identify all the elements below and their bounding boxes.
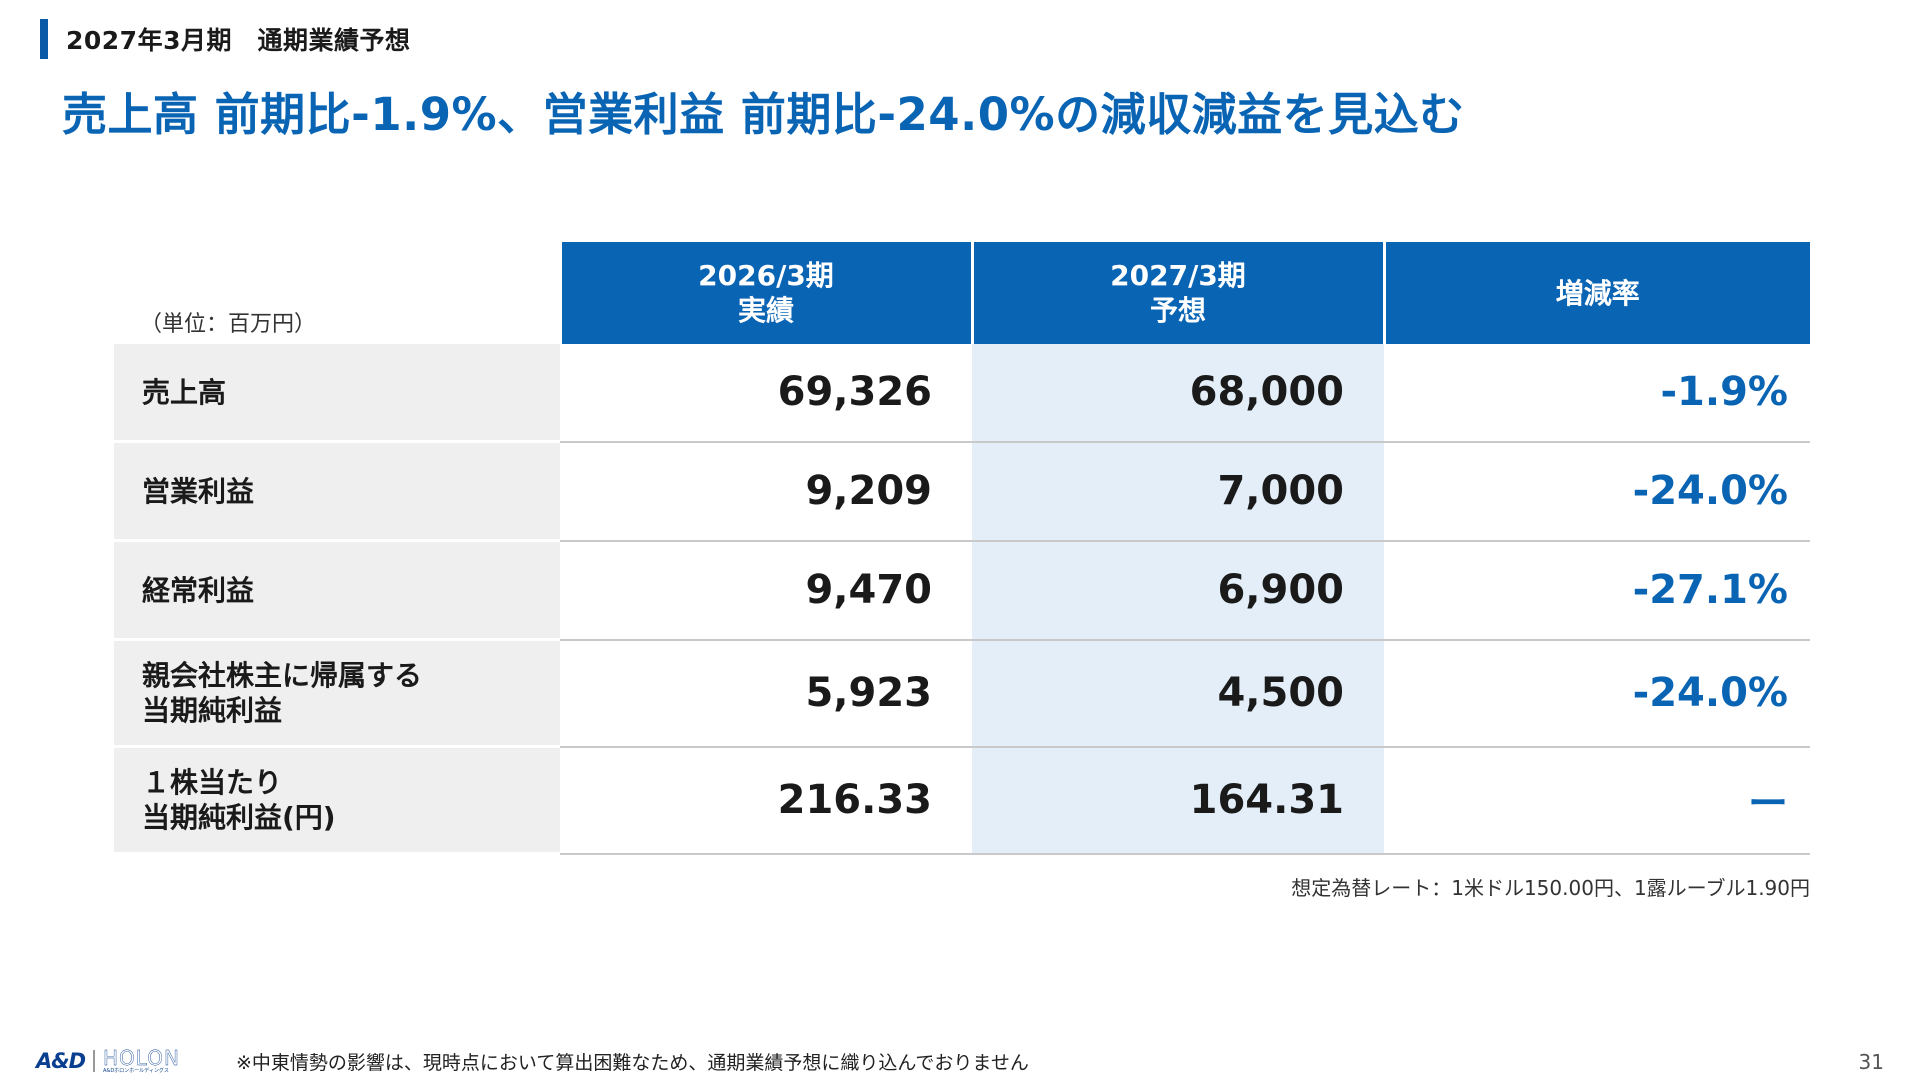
col-header-actual: 2026/3期 実績 — [558, 242, 972, 344]
actual-value: 5,923 — [560, 639, 972, 748]
table-row: 売上高 69,326 68,000 -1.9% — [114, 344, 1810, 443]
col-header-line1: 増減率 — [1555, 276, 1640, 310]
header-blank — [114, 242, 560, 344]
table-row: 親会社株主に帰属する 当期純利益 5,923 4,500 -24.0% — [114, 639, 1810, 748]
company-logo: A&D HOLON A&Dホロンホールディングス — [36, 1048, 180, 1074]
actual-value: 216.33 — [560, 746, 972, 855]
logo-subtext: A&Dホロンホールディングス — [103, 1068, 169, 1074]
change-rate: ー — [1384, 746, 1810, 855]
forecast-value: 7,000 — [972, 441, 1384, 542]
row-label-line2: 当期純利益 — [142, 694, 283, 727]
section-title: 2027年3月期 通期業績予想 — [66, 26, 411, 55]
change-rate: -24.0% — [1384, 639, 1810, 748]
section-header: 2027年3月期 通期業績予想 — [40, 19, 411, 59]
logo-holon-group: HOLON A&Dホロンホールディングス — [103, 1048, 180, 1074]
row-label: 経常利益 — [114, 540, 560, 641]
header-accent-bar — [40, 19, 48, 59]
change-rate: -1.9% — [1384, 344, 1810, 443]
row-label-line1: 経常利益 — [142, 573, 255, 607]
row-label-line1: 親会社株主に帰属する — [142, 659, 423, 692]
row-label-line1: １株当たり — [142, 766, 283, 799]
forecast-value: 6,900 — [972, 540, 1384, 641]
row-label: 売上高 — [114, 344, 560, 443]
exchange-rate-note: 想定為替レート：1米ドル150.00円、1露ルーブル1.90円 — [1291, 876, 1810, 900]
table-row: １株当たり 当期純利益(円) 216.33 164.31 ー — [114, 746, 1810, 855]
forecast-table: 2026/3期 実績 2027/3期 予想 増減率 売上高 69,326 68,… — [114, 242, 1810, 855]
col-header-line1: 2026/3期 — [698, 259, 834, 292]
col-header-line1: 2027/3期 — [1110, 259, 1246, 292]
headline: 売上高 前期比-1.9%、営業利益 前期比-24.0%の減収減益を見込む — [62, 88, 1465, 141]
row-label-line1: 売上高 — [142, 375, 227, 409]
row-label: 親会社株主に帰属する 当期純利益 — [114, 639, 560, 748]
logo-divider — [93, 1050, 95, 1072]
page-number: 31 — [1858, 1050, 1884, 1074]
col-header-line2: 実績 — [737, 294, 794, 327]
table-row: 経常利益 9,470 6,900 -27.1% — [114, 540, 1810, 641]
change-rate: -24.0% — [1384, 441, 1810, 542]
actual-value: 9,470 — [560, 540, 972, 641]
logo-holon-mark: HOLON — [103, 1046, 180, 1070]
footnote: ※中東情勢の影響は、現時点において算出困難なため、通期業績予想に織り込んでおりま… — [236, 1052, 1029, 1074]
actual-value: 69,326 — [560, 344, 972, 443]
forecast-value: 68,000 — [972, 344, 1384, 443]
col-header-forecast: 2027/3期 予想 — [970, 242, 1384, 344]
row-label-line1: 営業利益 — [142, 474, 255, 508]
row-label: 営業利益 — [114, 441, 560, 542]
change-rate: -27.1% — [1384, 540, 1810, 641]
row-label: １株当たり 当期純利益(円) — [114, 746, 560, 855]
row-label-line2: 当期純利益(円) — [142, 801, 336, 834]
col-header-rate: 増減率 — [1382, 242, 1810, 344]
forecast-value: 4,500 — [972, 639, 1384, 748]
logo-and-mark: A&D — [36, 1049, 86, 1073]
col-header-line2: 予想 — [1149, 294, 1206, 327]
actual-value: 9,209 — [560, 441, 972, 542]
table-header-row: 2026/3期 実績 2027/3期 予想 増減率 — [114, 242, 1810, 344]
forecast-value: 164.31 — [972, 746, 1384, 855]
unit-label: （単位：百万円） — [140, 312, 317, 337]
table-row: 営業利益 9,209 7,000 -24.0% — [114, 441, 1810, 542]
